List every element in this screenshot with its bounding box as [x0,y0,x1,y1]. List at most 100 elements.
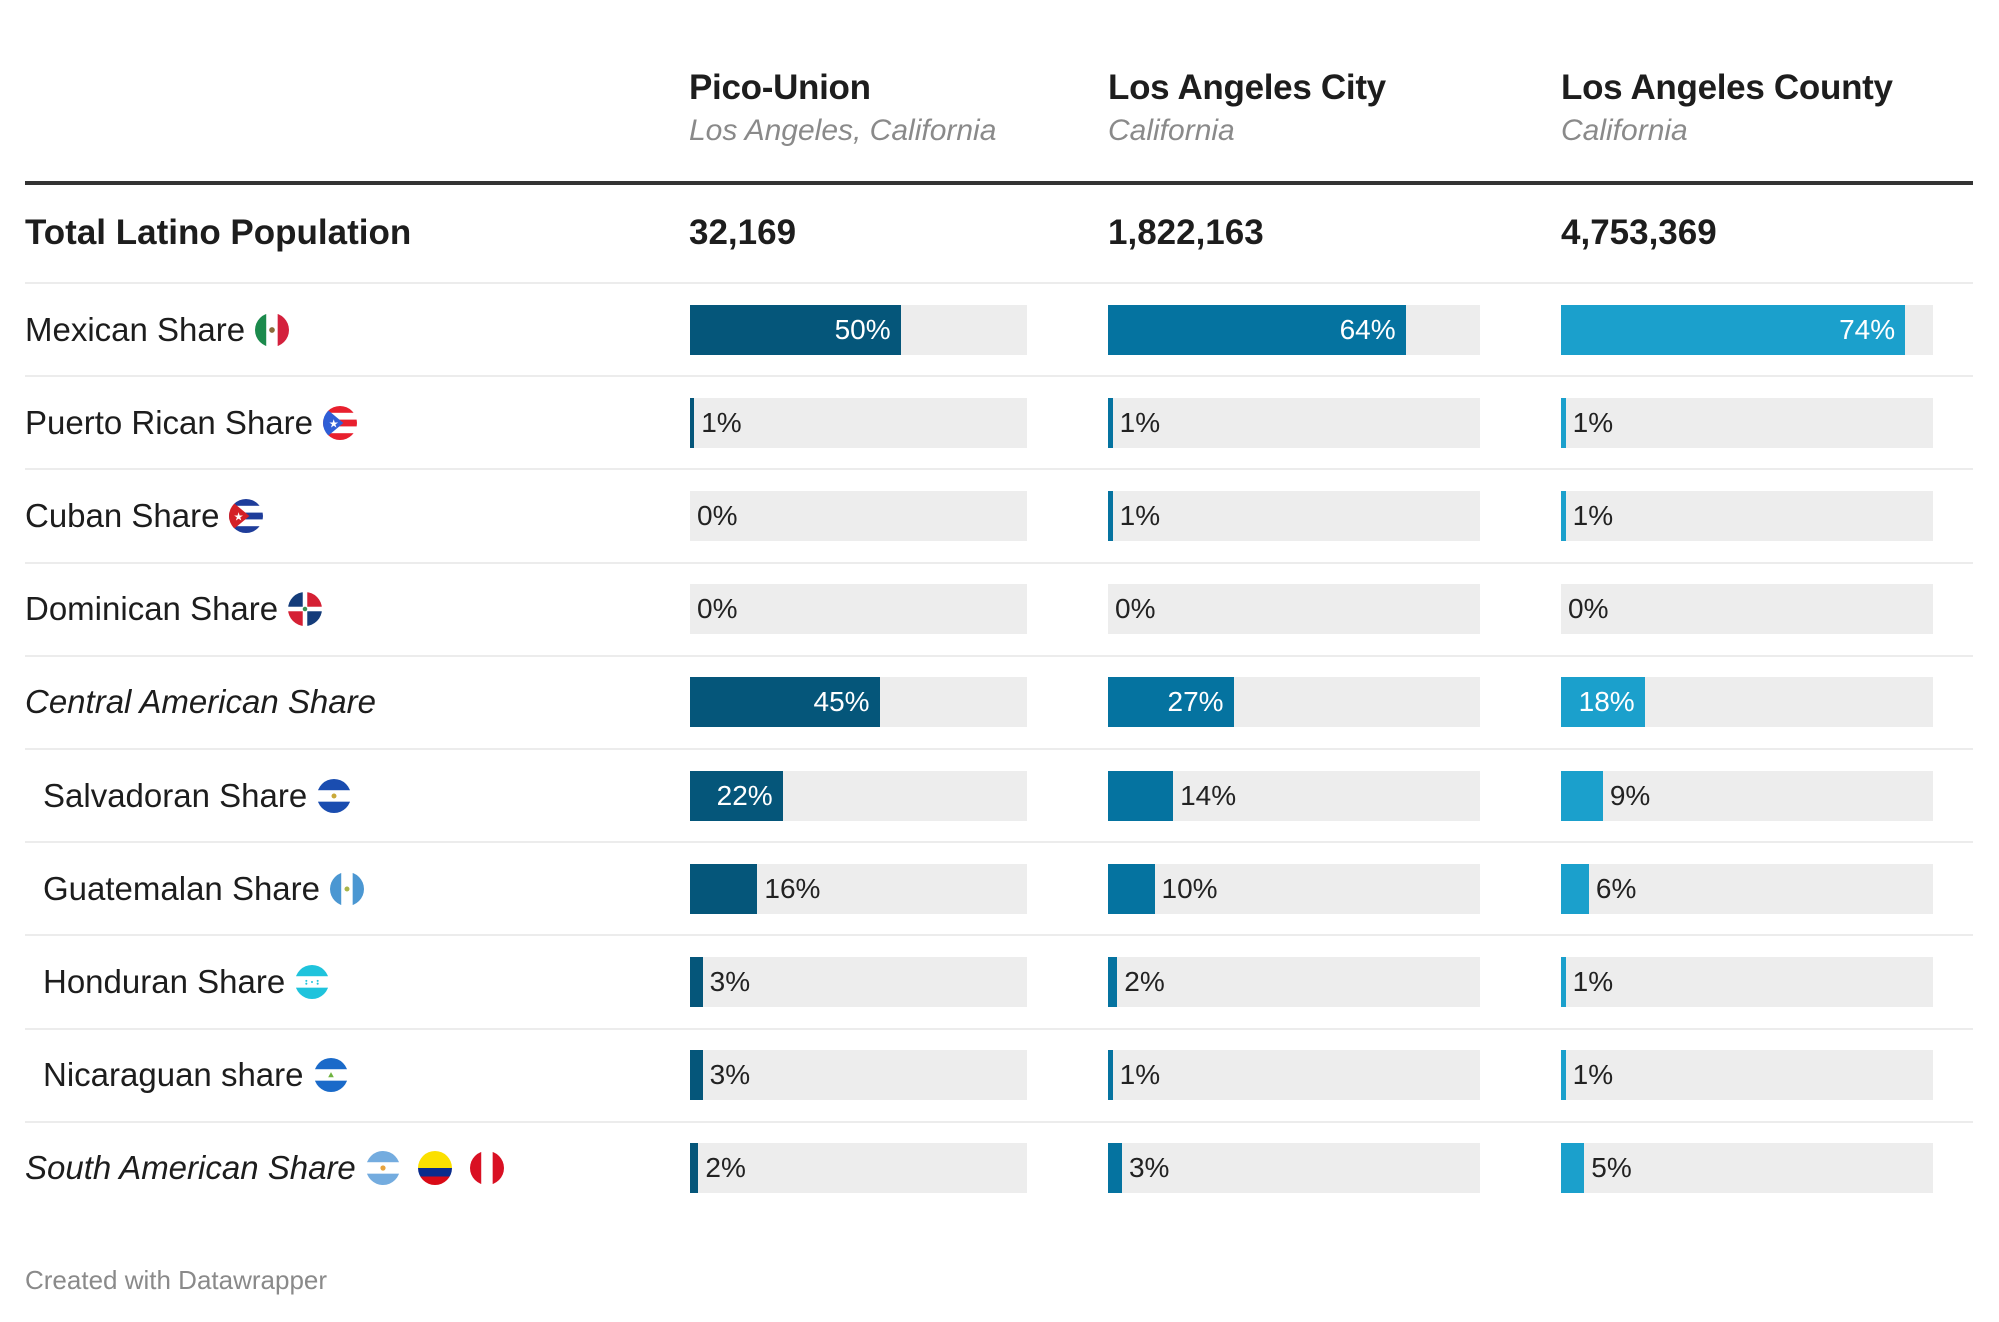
bar-fill [690,397,695,448]
bar-fill [1561,863,1589,914]
bar-track: 1% [1561,1050,1933,1101]
bar-track: 22% [690,770,1027,821]
bar-track: 74% [1561,304,1933,355]
bar-fill [690,957,703,1007]
bar-fill [690,1050,703,1101]
row-label-text: Guatemalan Share [43,869,321,907]
row-label-text: Central American Share [25,683,376,721]
bar-track: 18% [1561,677,1933,728]
bar-track: 50% [690,304,1027,355]
bar-fill [1561,304,1906,355]
dominican-republic-flag-icon [288,592,323,627]
column-title: Pico-Union [689,68,871,107]
row-separator [25,748,1973,750]
row-label-text: Salvadoran Share [43,776,308,814]
bar-fill [690,863,758,914]
bar-value-label: 27% [1167,686,1224,718]
bar-track: 1% [690,397,1027,448]
nicaragua-flag-icon [313,1058,348,1093]
bar-value-label: 64% [1339,313,1396,345]
total-value-la-county: 4,753,369 [1561,213,1717,252]
row-label-text: Cuban Share [25,497,220,534]
bar-fill [1108,1143,1122,1194]
row-separator [25,1120,1973,1123]
bar-fill [1108,397,1113,448]
mexico-flag-icon [255,312,290,347]
bar-value-label: 0% [1115,593,1156,625]
bar-value-label: 1% [701,406,742,438]
bar-value-label: 1% [1572,406,1614,438]
bar-track: 10% [1108,863,1480,914]
footer-credit: Created with Datawrapper [25,1265,328,1295]
bar-fill [690,1143,699,1194]
colombia-flag-icon [417,1151,452,1186]
row-separator [25,934,1973,937]
bar-value-label: 3% [709,1059,751,1091]
bar-track: 1% [1561,491,1933,541]
row-label-text: Dominican Share [25,590,279,628]
bar-fill [1561,397,1566,448]
bar-fill [1108,491,1113,541]
bar-fill [690,770,783,821]
header-rule [25,181,1973,185]
bar-fill [1108,304,1406,355]
bar-value-label: 0% [1568,593,1609,625]
bar-value-label: 1% [1119,500,1161,531]
bar-value-label: 1% [1572,500,1614,531]
bar-track: 6% [1561,863,1933,914]
column-header-la-city: Los Angeles City California [1108,68,1386,148]
cuba-flag-icon: ★ [229,499,264,533]
bar-track: 1% [1108,491,1480,541]
row-label: Mexican Share [25,300,290,360]
bar-fill [690,677,880,728]
svg-text:★: ★ [234,512,244,524]
bar-value-label: 74% [1839,313,1896,345]
bar-track: 1% [1108,1050,1480,1101]
bar-track: 64% [1108,304,1480,355]
row-label-text: Puerto Rican Share [25,403,313,441]
row-label: South American Share [25,1138,504,1198]
column-subtitle: California [1108,114,1235,147]
row-label-text: Honduran Share [43,963,286,1000]
bar-track: 2% [1108,957,1480,1007]
row-label-text: South American Share [25,1149,356,1187]
bar-value-label: 0% [697,500,738,531]
column-header-pico-union: Pico-Union Los Angeles, California [689,68,996,148]
bar-value-label: 10% [1161,872,1218,904]
bar-fill [1561,491,1566,541]
row-label: Nicaraguan share [43,1045,348,1105]
bar-fill [690,304,901,355]
row-label-text: Mexican Share [25,310,246,348]
row-label: Dominican Share [25,579,323,639]
row-separator [25,468,1973,471]
row-separator [25,282,1973,284]
bar-track: 14% [1108,770,1480,821]
bar-track: 9% [1561,770,1933,821]
row-separator [25,1027,1973,1030]
bar-value-label: 9% [1609,779,1651,811]
row-separator [25,375,1973,378]
column-header-la-county: Los Angeles County California [1561,68,1893,148]
bar-track: 1% [1561,397,1933,448]
column-title: Los Angeles County [1561,68,1893,107]
bar-fill [1561,1050,1566,1101]
row-label: Salvadoran Share [43,766,352,826]
argentina-flag-icon [365,1151,400,1186]
svg-text:★: ★ [329,418,339,430]
bar-fill [1561,1143,1585,1194]
bar-value-label: 0% [697,593,738,625]
bar-track: 1% [1561,957,1933,1007]
row-label: Cuban Share ★ [25,486,264,546]
bar-value-label: 2% [705,1152,746,1184]
bar-value-label: 1% [1572,966,1614,997]
puerto-rico-flag-icon: ★ [323,405,357,440]
bar-track: 0% [1108,584,1480,635]
row-label: Honduran Share [43,952,330,1012]
bar-track: 0% [690,491,1027,541]
bar-fill [1108,677,1234,728]
bar-value-label: 18% [1578,686,1635,718]
bar-value-label: 3% [709,966,751,997]
bar-track: 3% [1108,1143,1480,1194]
bar-value-label: 3% [1128,1152,1170,1184]
row-label: Central American Share [25,672,376,732]
